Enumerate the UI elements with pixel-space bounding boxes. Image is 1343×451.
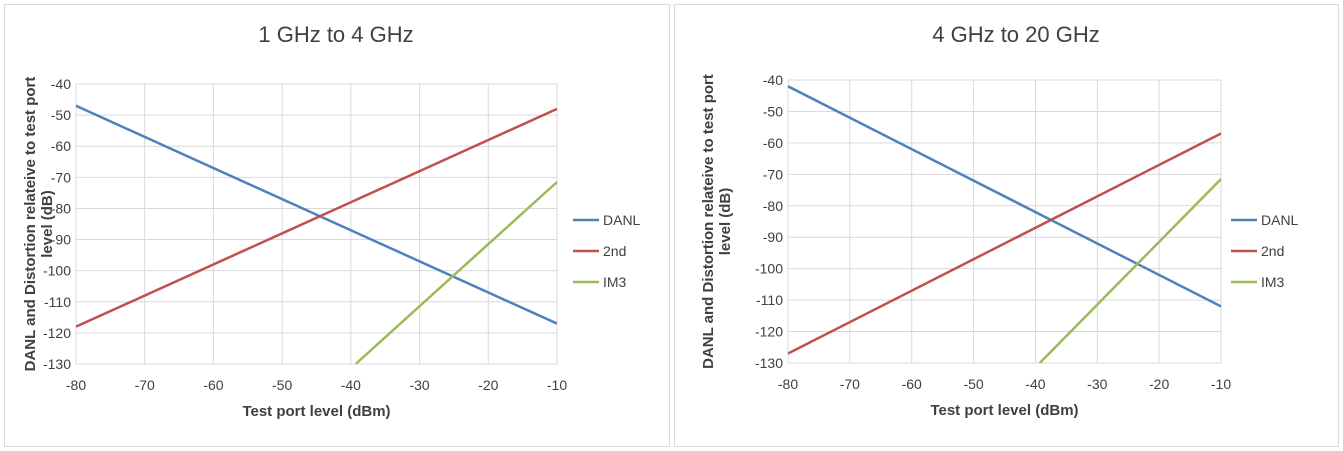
x-tick-label: -70 bbox=[135, 377, 155, 393]
y-tick-label: -70 bbox=[51, 169, 71, 185]
y-tick-label: -90 bbox=[763, 229, 783, 245]
x-tick-label: -30 bbox=[409, 377, 429, 393]
y-axis-title-line: level (dB) bbox=[39, 190, 56, 258]
x-tick-label: -10 bbox=[547, 377, 567, 393]
grid bbox=[75, 83, 558, 365]
legend-label: IM3 bbox=[1261, 274, 1285, 290]
y-tick-label: -50 bbox=[763, 103, 783, 119]
x-tick-label: -10 bbox=[1211, 376, 1231, 392]
y-tick-label: -110 bbox=[44, 294, 71, 310]
y-tick-label: -100 bbox=[755, 261, 783, 277]
y-tick-label: -100 bbox=[43, 263, 71, 279]
x-axis-title: Test port level (dBm) bbox=[930, 402, 1078, 419]
x-tick-label: -40 bbox=[341, 377, 361, 393]
series-line-2nd bbox=[788, 132, 1221, 355]
x-tick-label: -60 bbox=[902, 376, 922, 392]
chart-panel-4-to-20-ghz: 4 GHz to 20 GHz -40 -50 -60 -70 -80 -90 -100 -11… bbox=[674, 4, 1339, 447]
x-axis-title: Test port level (dBm) bbox=[242, 403, 390, 420]
y-tick-label: -40 bbox=[51, 76, 71, 92]
y-axis-title-line: DANL and Distortion relateive to test po… bbox=[700, 74, 717, 369]
y-tick-label: -60 bbox=[763, 135, 783, 151]
legend-label: 2nd bbox=[603, 243, 626, 259]
y-tick-label: -80 bbox=[763, 198, 783, 214]
x-tick-label: -50 bbox=[963, 376, 983, 392]
y-tick-label: -130 bbox=[755, 355, 783, 371]
y-tick-label: -40 bbox=[763, 72, 783, 88]
grid bbox=[787, 79, 1222, 364]
y-tick-label: -130 bbox=[43, 356, 71, 372]
chart-svg: 1 GHz to 4 GHz -40 -50 -60 -70 -80 -90 -100 -110… bbox=[22, 22, 641, 420]
x-tick-label: -20 bbox=[478, 377, 498, 393]
x-tick-label: -60 bbox=[203, 377, 223, 393]
y-tick-label: -90 bbox=[51, 232, 71, 248]
x-tick-label: -70 bbox=[840, 376, 860, 392]
x-tick-label: -80 bbox=[778, 376, 798, 392]
series-line-danl bbox=[788, 85, 1221, 308]
legend-label: IM3 bbox=[603, 274, 627, 290]
x-tick-label: -20 bbox=[1149, 376, 1169, 392]
y-axis-title: DANL and Distortion relateive to test po… bbox=[22, 77, 56, 372]
series-line-im3 bbox=[354, 181, 557, 364]
series-line-danl bbox=[76, 104, 557, 325]
series-line-2nd bbox=[76, 107, 557, 328]
x-tick-label: -30 bbox=[1087, 376, 1107, 392]
legend-label: 2nd bbox=[1261, 243, 1284, 259]
y-tick-label: -110 bbox=[756, 292, 783, 308]
y-tick-label: -120 bbox=[43, 325, 71, 341]
y-tick-label: -70 bbox=[763, 166, 783, 182]
chart-title: 1 GHz to 4 GHz bbox=[258, 22, 413, 47]
y-tick-label: -120 bbox=[755, 324, 783, 340]
y-axis-title: DANL and Distortion relateive to test po… bbox=[700, 74, 734, 369]
y-tick-label: -50 bbox=[51, 107, 71, 123]
legend-label: DANL bbox=[603, 212, 641, 228]
series-line-im3 bbox=[1038, 178, 1221, 363]
chart-svg: 4 GHz to 20 GHz -40 -50 -60 -70 -80 -90 -100 -11… bbox=[700, 22, 1299, 419]
chart-title: 4 GHz to 20 GHz bbox=[932, 22, 1100, 47]
x-tick-label: -50 bbox=[272, 377, 292, 393]
y-axis-title-line: DANL and Distortion relateive to test po… bbox=[22, 77, 39, 372]
y-axis-title-line: level (dB) bbox=[717, 188, 734, 256]
x-tick-label: -80 bbox=[66, 377, 86, 393]
chart-panel-1-to-4-ghz: 1 GHz to 4 GHz -40 -50 -60 -70 -80 -90 -100 -110… bbox=[4, 4, 670, 447]
y-tick-label: -60 bbox=[51, 138, 71, 154]
legend-label: DANL bbox=[1261, 212, 1299, 228]
x-tick-label: -40 bbox=[1025, 376, 1045, 392]
y-tick-label: -80 bbox=[51, 200, 71, 216]
